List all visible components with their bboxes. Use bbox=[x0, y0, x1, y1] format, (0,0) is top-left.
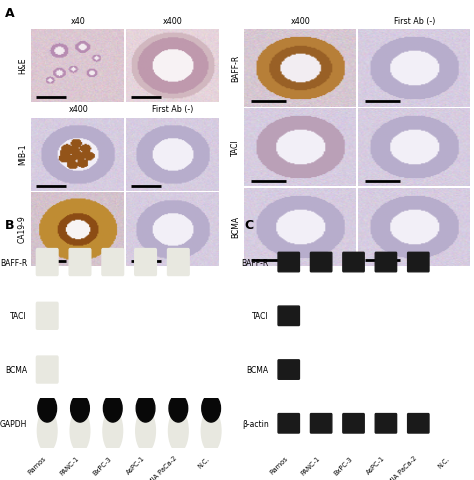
FancyBboxPatch shape bbox=[278, 253, 300, 272]
Ellipse shape bbox=[169, 395, 188, 422]
FancyBboxPatch shape bbox=[278, 414, 300, 433]
Text: AsPC-1: AsPC-1 bbox=[365, 455, 386, 475]
Text: PANC-1: PANC-1 bbox=[300, 455, 321, 476]
Text: β-actin: β-actin bbox=[242, 419, 269, 428]
Text: N.C.: N.C. bbox=[437, 455, 451, 468]
Text: BxPC-3: BxPC-3 bbox=[92, 455, 113, 475]
Text: BAFF-R: BAFF-R bbox=[242, 258, 269, 267]
Text: AsPC-1: AsPC-1 bbox=[125, 455, 146, 475]
Text: A: A bbox=[5, 7, 14, 20]
Text: N.C.: N.C. bbox=[197, 455, 211, 468]
Text: BCMA: BCMA bbox=[5, 365, 27, 374]
Ellipse shape bbox=[136, 410, 155, 452]
Text: GAPDH: GAPDH bbox=[0, 419, 27, 428]
Ellipse shape bbox=[70, 410, 90, 452]
Text: MIA PaCa-2: MIA PaCa-2 bbox=[388, 455, 418, 480]
FancyBboxPatch shape bbox=[375, 414, 397, 433]
Text: BCMA: BCMA bbox=[231, 216, 240, 238]
Text: First Ab (-): First Ab (-) bbox=[152, 105, 194, 114]
FancyBboxPatch shape bbox=[69, 249, 91, 276]
Text: CA19-9: CA19-9 bbox=[18, 215, 27, 243]
Text: x400: x400 bbox=[291, 17, 311, 26]
Text: C: C bbox=[244, 218, 253, 231]
Text: TACI: TACI bbox=[252, 312, 269, 321]
FancyBboxPatch shape bbox=[135, 249, 156, 276]
Ellipse shape bbox=[202, 395, 220, 422]
FancyBboxPatch shape bbox=[278, 306, 300, 326]
Text: x400: x400 bbox=[68, 105, 88, 114]
Text: BCMA: BCMA bbox=[246, 365, 269, 374]
Text: BAFF-R: BAFF-R bbox=[231, 54, 240, 82]
Ellipse shape bbox=[136, 395, 155, 422]
Text: H&E: H&E bbox=[18, 58, 27, 74]
Text: TACI: TACI bbox=[231, 139, 240, 156]
FancyBboxPatch shape bbox=[278, 360, 300, 380]
FancyBboxPatch shape bbox=[375, 253, 397, 272]
Text: TACI: TACI bbox=[10, 312, 27, 321]
FancyBboxPatch shape bbox=[310, 414, 332, 433]
FancyBboxPatch shape bbox=[343, 414, 364, 433]
Text: MIB-1: MIB-1 bbox=[18, 144, 27, 165]
Text: BxPC-3: BxPC-3 bbox=[333, 455, 354, 475]
Text: x40: x40 bbox=[71, 17, 86, 26]
Text: Ramos: Ramos bbox=[268, 455, 289, 475]
Text: x400: x400 bbox=[163, 17, 183, 26]
FancyBboxPatch shape bbox=[167, 249, 189, 276]
FancyBboxPatch shape bbox=[36, 356, 58, 383]
Ellipse shape bbox=[71, 395, 89, 422]
Ellipse shape bbox=[168, 410, 188, 452]
FancyBboxPatch shape bbox=[102, 249, 124, 276]
Ellipse shape bbox=[38, 395, 56, 422]
FancyBboxPatch shape bbox=[343, 253, 364, 272]
FancyBboxPatch shape bbox=[36, 303, 58, 330]
Ellipse shape bbox=[103, 410, 123, 452]
Text: PANC-1: PANC-1 bbox=[59, 455, 80, 476]
Text: BAFF-R: BAFF-R bbox=[0, 258, 27, 267]
Ellipse shape bbox=[103, 395, 122, 422]
Text: MIA PaCa-2: MIA PaCa-2 bbox=[148, 455, 178, 480]
Ellipse shape bbox=[37, 410, 57, 452]
FancyBboxPatch shape bbox=[408, 414, 429, 433]
FancyBboxPatch shape bbox=[408, 253, 429, 272]
Text: First Ab (-): First Ab (-) bbox=[394, 17, 436, 26]
Text: Ramos: Ramos bbox=[27, 455, 47, 475]
Text: B: B bbox=[5, 218, 14, 231]
FancyBboxPatch shape bbox=[310, 253, 332, 272]
Ellipse shape bbox=[201, 410, 221, 452]
FancyBboxPatch shape bbox=[36, 249, 58, 276]
